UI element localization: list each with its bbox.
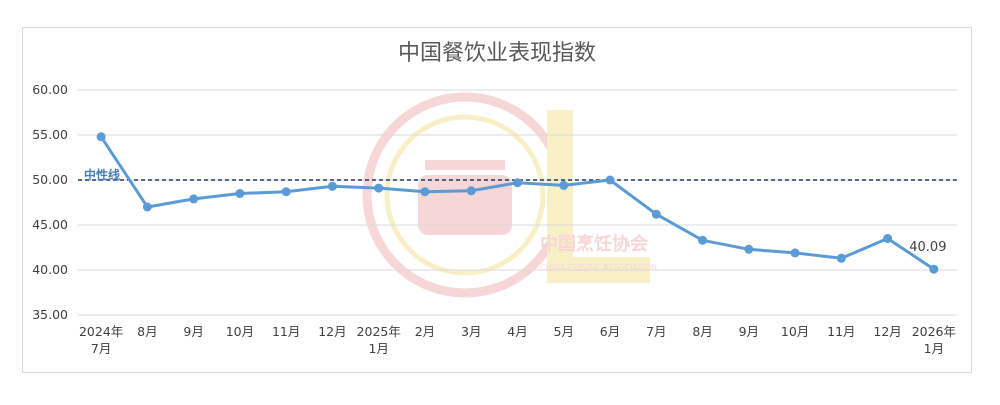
data-point (142, 202, 152, 212)
x-tick-label: 2024年 (79, 324, 123, 339)
y-tick-label: 45.00 (32, 217, 68, 232)
data-label: 40.09 (909, 240, 946, 255)
x-tick-label: 11月 (827, 324, 855, 339)
x-tick-label: 6月 (600, 324, 620, 339)
y-gridlines (78, 89, 957, 316)
x-tick-label: 2月 (415, 324, 435, 339)
y-tick-label: 35.00 (32, 307, 68, 322)
x-tick-label: 12月 (318, 324, 346, 339)
data-point (235, 189, 245, 198)
x-axis-ticks: 2024年 7月 8月 9月 10月 11月 12月 2025年 1月 2月 3月 4月 5月 6月 7月 8… (79, 324, 956, 356)
y-tick-label: 60.00 (32, 82, 68, 97)
x-tick-label: 3月 (461, 324, 481, 339)
y-tick-label: 40.00 (32, 262, 68, 277)
data-point (836, 253, 846, 263)
watermark-subtext: CHINA CUISINE ASSOCIATION (540, 263, 657, 272)
data-point (327, 181, 337, 191)
x-tick-label: 9月 (739, 324, 759, 339)
x-tick-label: 10月 (781, 324, 809, 339)
watermark-text: 中国烹饪协会 (540, 233, 648, 255)
data-point (559, 180, 569, 190)
x-tick-label: 8月 (692, 324, 712, 339)
watermark-logo: 中国烹饪协会 CHINA CUISINE ASSOCIATION (362, 92, 657, 298)
data-point (790, 248, 800, 258)
data-point (698, 235, 708, 245)
data-point (744, 244, 754, 254)
reference-line-label: 中性线 (84, 167, 120, 182)
reference-line-group: 中性线 (78, 167, 957, 182)
data-point (189, 194, 199, 204)
data-point (513, 178, 522, 188)
watermark-cauldron-icon (418, 175, 512, 235)
watermark-outer-ring (362, 92, 568, 298)
data-point (374, 183, 384, 193)
x-tick-label: 5月 (554, 324, 574, 339)
x-tick-label: 10月 (226, 324, 254, 339)
y-axis-ticks: 35.00 40.00 45.00 50.00 55.00 60.00 (32, 82, 68, 322)
x-tick-label: 11月 (272, 324, 300, 339)
data-point (605, 175, 615, 185)
data-point (96, 132, 106, 142)
y-tick-label: 50.00 (32, 172, 68, 187)
x-tick-label: 2026年 (912, 324, 956, 339)
data-point (651, 209, 661, 219)
x-tick-label: 1月 (368, 341, 388, 356)
x-tick-label: 8月 (137, 324, 157, 339)
x-tick-label: 9月 (183, 324, 203, 339)
series-line-group (96, 132, 939, 274)
data-point (929, 264, 939, 274)
x-tick-label: 12月 (873, 324, 901, 339)
x-tick-label: 7月 (646, 324, 666, 339)
data-point (466, 186, 476, 196)
x-tick-label: 7月 (91, 341, 111, 356)
y-tick-label: 55.00 (32, 127, 68, 142)
x-tick-label: 1月 (924, 341, 944, 356)
x-tick-label: 2025年 (357, 324, 401, 339)
data-labels: 40.09 (909, 240, 946, 255)
watermark-inner-ring (384, 114, 546, 276)
data-point (883, 234, 893, 243)
watermark-cauldron-rim-icon (425, 160, 505, 170)
data-point (281, 187, 291, 197)
chart-title: 中国餐饮业表现指数 (398, 41, 596, 66)
x-tick-label: 4月 (507, 324, 527, 339)
data-point (420, 187, 430, 197)
